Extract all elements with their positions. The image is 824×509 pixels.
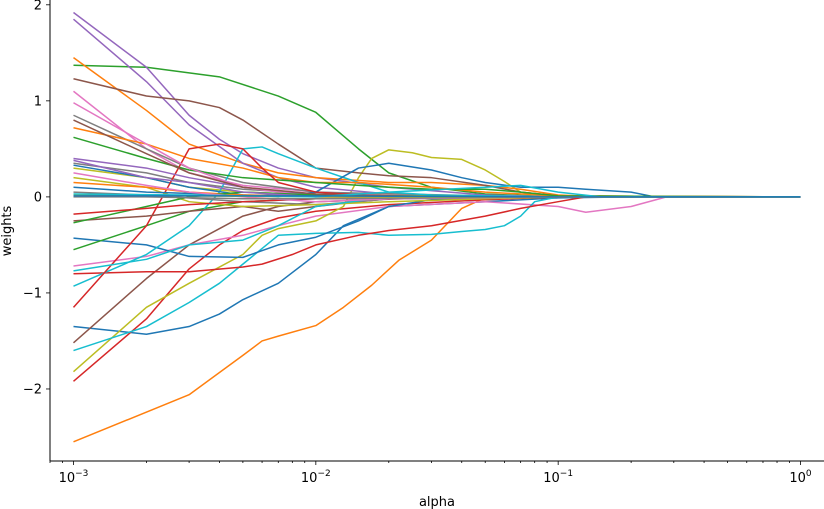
x-tick-label: 10−2 — [301, 469, 331, 486]
x-tick-label-base: 10 — [59, 471, 76, 486]
y-tick-label: 2 — [34, 0, 42, 13]
series-layer — [72, 11, 801, 443]
x-tick-label-base: 10 — [301, 471, 318, 486]
series-line-10 — [73, 196, 801, 352]
x-tick-label-exponent: −3 — [75, 469, 88, 479]
axes-layer — [49, 0, 824, 462]
series-line-9 — [72, 149, 801, 373]
series-line-41 — [73, 195, 801, 198]
x-tick-label: 10−1 — [543, 469, 573, 486]
x-tick-label-exponent: −1 — [560, 469, 573, 479]
y-tick-label: 0 — [34, 190, 42, 205]
y-ticks: 2 1 0 −1 −2 — [23, 0, 50, 397]
series-line-1 — [73, 196, 801, 335]
series-line-14 — [73, 196, 801, 275]
x-tick-label: 100 — [789, 469, 812, 486]
x-tick-label: 10−3 — [59, 469, 89, 486]
x-tick-label-exponent: 0 — [806, 469, 812, 479]
y-axis-label: weights — [0, 205, 15, 256]
y-tick-label: −1 — [23, 286, 42, 301]
x-axis-label: alpha — [419, 495, 455, 509]
x-ticks: 10−3 10−2 10−1 100 — [49, 461, 812, 486]
series-line-22 — [73, 127, 801, 198]
y-tick-label: 1 — [34, 94, 42, 109]
series-line-12 — [73, 57, 801, 198]
x-tick-label-base: 10 — [789, 471, 806, 486]
x-tick-label-exponent: −2 — [317, 469, 330, 479]
x-tick-label-base: 10 — [543, 471, 560, 486]
series-line-20 — [73, 146, 801, 287]
y-tick-label: −2 — [23, 382, 42, 397]
series-line-21 — [73, 162, 801, 198]
